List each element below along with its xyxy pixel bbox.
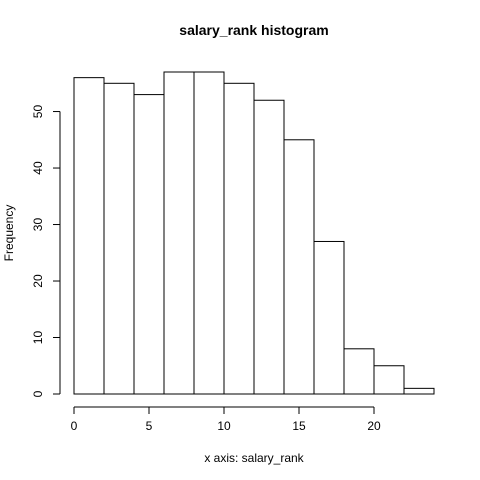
x-tick-label: 0: [71, 419, 78, 433]
x-tick-label: 10: [217, 419, 231, 433]
histogram-bar: [223, 82, 255, 395]
histogram-bar: [193, 71, 225, 395]
histogram-bar: [313, 240, 345, 395]
x-tick-label: 20: [367, 419, 381, 433]
histogram-bar: [253, 99, 285, 395]
x-axis: 0 5 10 15 20: [71, 406, 381, 433]
x-axis-label: x axis: salary_rank: [204, 451, 304, 465]
histogram-bar: [103, 82, 135, 395]
y-tick-label: 0: [31, 390, 45, 397]
y-tick-label: 30: [31, 218, 45, 232]
histogram-bar: [133, 94, 165, 395]
histogram-bar: [343, 348, 375, 395]
x-tick-label: 5: [146, 419, 153, 433]
histogram-bar: [163, 71, 195, 395]
y-axis-label: Frequency: [2, 205, 16, 262]
y-tick-label: 10: [31, 331, 45, 345]
histogram-bar: [73, 77, 105, 395]
bars-group: [73, 71, 435, 395]
y-axis: 0 10 20 30 40 50: [31, 105, 61, 397]
y-tick-label: 20: [31, 274, 45, 288]
x-tick-label: 15: [292, 419, 306, 433]
chart-title: salary_rank histogram: [179, 22, 328, 38]
y-tick-label: 50: [31, 105, 45, 119]
histogram-bar: [403, 387, 435, 395]
y-tick-label: 40: [31, 161, 45, 175]
histogram-bar: [373, 365, 405, 395]
histogram-bar: [283, 139, 315, 395]
